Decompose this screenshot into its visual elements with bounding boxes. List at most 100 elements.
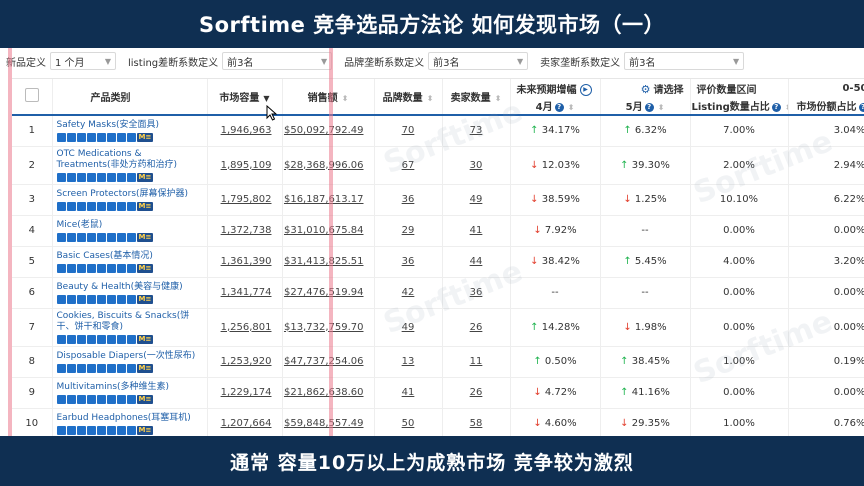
image-tool-icon[interactable] (96, 172, 106, 182)
category-name-link[interactable]: Disposable Diapers(一次性尿布) (56, 350, 196, 361)
image-tool-icon[interactable] (96, 394, 106, 404)
doc-tool-icon[interactable] (116, 394, 126, 404)
sellers-link[interactable]: 30 (469, 159, 483, 171)
help-icon[interactable]: ? (771, 102, 781, 112)
list-tool-icon[interactable] (126, 425, 136, 435)
trend-tool-icon[interactable] (86, 334, 96, 344)
m-badge-icon[interactable]: M≡ (136, 172, 154, 182)
select-all-checkbox[interactable] (24, 88, 39, 102)
m-badge-icon[interactable]: M≡ (136, 201, 154, 211)
list-tool-icon[interactable] (126, 263, 136, 273)
list-tool-icon[interactable] (126, 132, 136, 142)
cart-tool-icon[interactable] (106, 132, 116, 142)
capacity-link[interactable]: 1,895,109 (220, 159, 272, 171)
bar-tool-icon[interactable] (66, 172, 76, 182)
chart-tool-icon[interactable] (56, 425, 66, 435)
image-tool-icon[interactable] (96, 334, 106, 344)
category-name-link[interactable]: Earbud Headphones(耳塞耳机) (56, 412, 191, 423)
chart-tool-icon[interactable] (56, 294, 66, 304)
bar-tool-icon[interactable] (66, 232, 76, 242)
capacity-link[interactable]: 1,256,801 (220, 321, 272, 333)
seller-coefficient-select[interactable]: 前3名 ▼ (624, 52, 745, 70)
sort-desc-icon[interactable]: ▼ (263, 94, 270, 103)
table-row[interactable]: 5 Basic Cases(基本情况) M≡ 1,361,390 $31,413,825… (12, 246, 864, 277)
cart-tool-icon[interactable] (106, 363, 116, 373)
brands-link[interactable]: 50 (401, 418, 415, 429)
chart-tool-icon[interactable] (56, 363, 66, 373)
cart-tool-icon[interactable] (106, 263, 116, 273)
m-badge-icon[interactable]: M≡ (136, 294, 154, 304)
sales-link[interactable]: $47,737,254.06 (283, 356, 364, 367)
m-badge-icon[interactable]: M≡ (136, 425, 154, 435)
doc-tool-icon[interactable] (116, 425, 126, 435)
doc-tool-icon[interactable] (116, 263, 126, 273)
sellers-link[interactable]: 26 (469, 387, 483, 398)
bar-tool-icon[interactable] (66, 334, 76, 344)
chart-tool-icon[interactable] (56, 201, 66, 211)
table-row[interactable]: 10 Earbud Headphones(耳塞耳机) M≡ 1,207,664 $59,… (12, 408, 864, 437)
list-tool-icon[interactable] (126, 201, 136, 211)
sort-icon[interactable]: ⬍ (426, 94, 434, 103)
column-header-brand-count[interactable]: 品牌数量 ⬍ (374, 79, 443, 115)
image-tool-icon[interactable] (96, 263, 106, 273)
column-header-sales[interactable]: 销售额 ⬍ (282, 79, 375, 115)
m-badge-icon[interactable]: M≡ (136, 132, 154, 142)
table-row[interactable]: 8 Disposable Diapers(一次性尿布) M≡ 1,253,920 $47… (12, 346, 864, 377)
category-name-link[interactable]: OTC Medications & Treatments(非处方药和治疗) (56, 148, 178, 170)
sales-link[interactable]: $27,476,519.94 (283, 287, 364, 298)
cart-tool-icon[interactable] (106, 201, 116, 211)
sellers-link[interactable]: 73 (469, 125, 483, 137)
chart-tool-icon[interactable] (56, 334, 66, 344)
sales-link[interactable]: $31,010,675.84 (283, 225, 364, 236)
help-icon[interactable]: ? (858, 102, 864, 112)
rating-range-value[interactable]: 0-50 (788, 79, 864, 97)
capacity-link[interactable]: 1,253,920 (220, 356, 272, 367)
brands-link[interactable]: 41 (401, 387, 415, 398)
sales-link[interactable]: $28,368,996.06 (283, 159, 364, 171)
table-row[interactable]: 6 Beauty & Health(美容与健康) M≡ 1,341,774 $27,47… (12, 277, 864, 308)
m-badge-icon[interactable]: M≡ (136, 363, 154, 373)
category-name-link[interactable]: Beauty & Health(美容与健康) (56, 281, 183, 292)
brands-link[interactable]: 13 (401, 356, 415, 367)
column-header-seller-count[interactable]: 卖家数量 ⬍ (442, 79, 511, 115)
capacity-link[interactable]: 1,946,963 (220, 125, 272, 137)
sort-icon[interactable]: ⬍ (657, 103, 665, 112)
sales-link[interactable]: $50,092,792.49 (283, 125, 364, 137)
brands-link[interactable]: 29 (401, 225, 415, 236)
bar-tool-icon[interactable] (66, 363, 76, 373)
sellers-link[interactable]: 26 (469, 321, 483, 333)
column-header-may[interactable]: 5月? ⬍ (600, 97, 691, 115)
bar-tool-icon[interactable] (66, 394, 76, 404)
sort-icon[interactable]: ⬍ (494, 94, 502, 103)
doc-tool-icon[interactable] (116, 334, 126, 344)
target-tool-icon[interactable] (76, 425, 86, 435)
brands-link[interactable]: 36 (401, 256, 415, 267)
chart-tool-icon[interactable] (56, 232, 66, 242)
capacity-link[interactable]: 1,372,738 (220, 225, 272, 236)
image-tool-icon[interactable] (96, 363, 106, 373)
list-tool-icon[interactable] (126, 172, 136, 182)
doc-tool-icon[interactable] (116, 201, 126, 211)
bar-tool-icon[interactable] (66, 294, 76, 304)
sellers-link[interactable]: 36 (469, 287, 483, 298)
listing-coefficient-select[interactable]: 前3名 ▼ (222, 52, 333, 70)
sales-link[interactable]: $13,732,759.70 (283, 321, 364, 333)
list-tool-icon[interactable] (126, 394, 136, 404)
sales-link[interactable]: $59,848,557.49 (283, 418, 364, 429)
category-name-link[interactable]: Screen Protectors(屏幕保护器) (56, 188, 189, 199)
cart-tool-icon[interactable] (106, 394, 116, 404)
brands-link[interactable]: 49 (401, 321, 415, 333)
list-tool-icon[interactable] (126, 232, 136, 242)
sellers-link[interactable]: 41 (469, 225, 483, 236)
table-row[interactable]: 1 Safety Masks(安全面具) M≡ 1,946,963 $50,092,79… (12, 115, 864, 146)
column-header-market-share[interactable]: 市场份额占比? (788, 97, 864, 115)
chart-tool-icon[interactable] (56, 172, 66, 182)
list-tool-icon[interactable] (126, 334, 136, 344)
doc-tool-icon[interactable] (116, 363, 126, 373)
brands-link[interactable]: 36 (401, 194, 415, 205)
table-row[interactable]: 9 Multivitamins(多种维生素) M≡ 1,229,174 $21,862,… (12, 377, 864, 408)
capacity-link[interactable]: 1,229,174 (220, 387, 272, 398)
target-tool-icon[interactable] (76, 201, 86, 211)
target-tool-icon[interactable] (76, 363, 86, 373)
sort-icon[interactable]: ⬍ (567, 103, 575, 112)
